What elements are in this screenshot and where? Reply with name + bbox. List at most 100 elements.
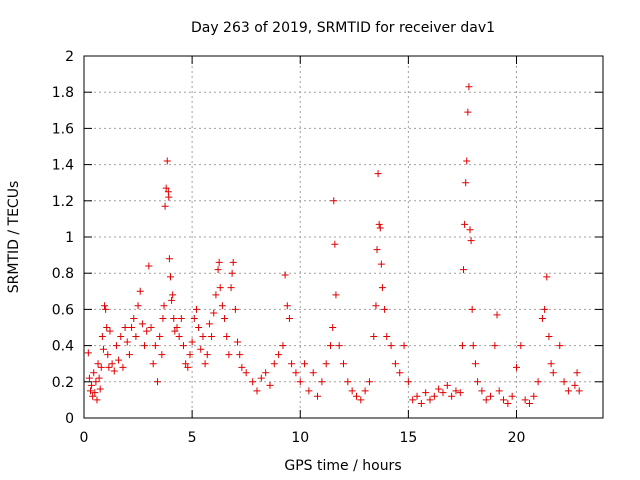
- data-point: [296, 378, 304, 386]
- data-point: [225, 351, 233, 359]
- data-point: [456, 389, 464, 397]
- data-point: [86, 387, 94, 395]
- data-point: [469, 342, 477, 350]
- data-point: [361, 387, 369, 395]
- data-point: [534, 378, 542, 386]
- data-point: [132, 333, 140, 341]
- data-point: [167, 273, 174, 281]
- data-point: [154, 378, 162, 386]
- data-point: [545, 333, 553, 341]
- data-point: [165, 193, 173, 201]
- data-point: [145, 262, 153, 270]
- data-point: [130, 314, 138, 322]
- data-point: [513, 363, 520, 371]
- data-point: [201, 360, 209, 368]
- data-point: [91, 389, 99, 397]
- data-point: [171, 327, 179, 335]
- data-point: [281, 271, 289, 279]
- data-point: [208, 333, 216, 341]
- data-point: [119, 363, 127, 371]
- x-tick-label: 0: [80, 430, 89, 446]
- data-point: [215, 258, 223, 266]
- data-point: [495, 387, 503, 395]
- data-point: [242, 369, 250, 377]
- data-point: [123, 338, 131, 346]
- data-point: [117, 333, 125, 341]
- data-point: [234, 338, 242, 346]
- data-point: [517, 342, 525, 350]
- data-point: [491, 342, 499, 350]
- data-point: [216, 284, 224, 292]
- data-point: [136, 287, 144, 295]
- data-point: [374, 170, 382, 178]
- data-point: [105, 363, 113, 371]
- data-point: [134, 302, 142, 310]
- data-point: [452, 387, 460, 395]
- data-point: [549, 369, 557, 377]
- data-point: [478, 387, 486, 395]
- data-point: [370, 333, 378, 341]
- data-point: [184, 363, 192, 371]
- data-point: [236, 351, 244, 359]
- y-tick-label: 2: [65, 49, 74, 65]
- data-point: [161, 202, 169, 210]
- data-point: [340, 360, 347, 368]
- data-point: [227, 284, 235, 292]
- data-point: [344, 378, 352, 386]
- data-point: [192, 305, 200, 313]
- data-point: [218, 302, 226, 310]
- data-point: [500, 396, 508, 404]
- data-point: [99, 345, 107, 353]
- axis-ticks: 00.20.40.60.811.21.41.61.820 5 10 15 20: [52, 49, 603, 446]
- data-point: [186, 351, 194, 359]
- data-point: [160, 302, 168, 310]
- data-point: [266, 381, 274, 389]
- data-point: [309, 369, 317, 377]
- y-tick-label: 1.4: [52, 158, 74, 174]
- data-point: [458, 342, 466, 350]
- data-point: [93, 396, 101, 404]
- data-point: [318, 378, 326, 386]
- data-point: [387, 342, 395, 350]
- data-point: [375, 220, 383, 228]
- data-point: [88, 381, 96, 389]
- data-point: [521, 396, 529, 404]
- data-point: [169, 291, 177, 299]
- data-point: [329, 324, 337, 331]
- data-point: [205, 320, 213, 328]
- data-point: [314, 392, 322, 400]
- data-point: [175, 333, 183, 341]
- data-point: [151, 342, 159, 350]
- y-tick-label: 1.6: [52, 121, 74, 137]
- x-axis-label: GPS time / hours: [284, 458, 401, 474]
- data-point: [285, 314, 293, 322]
- data-point: [530, 392, 538, 400]
- data-point: [564, 387, 572, 395]
- data-point: [94, 360, 102, 368]
- data-point: [381, 305, 389, 313]
- data-point: [435, 385, 443, 393]
- data-point: [238, 363, 246, 371]
- data-point: [270, 360, 278, 368]
- data-point: [560, 378, 568, 386]
- data-point: [165, 255, 173, 263]
- data-point: [396, 369, 404, 377]
- data-point: [482, 396, 490, 404]
- data-point: [331, 240, 339, 248]
- y-tick-label: 0.2: [52, 375, 74, 391]
- y-tick-label: 0: [65, 411, 74, 427]
- data-point: [538, 314, 546, 322]
- data-point: [430, 392, 438, 400]
- data-point: [149, 360, 157, 368]
- data-point: [376, 224, 384, 232]
- data-point: [372, 302, 380, 310]
- data-point: [357, 396, 365, 404]
- data-point: [573, 369, 581, 377]
- data-point: [95, 374, 103, 382]
- data-point: [179, 342, 187, 350]
- data-point: [173, 324, 181, 331]
- data-point: [110, 367, 118, 375]
- data-point: [106, 327, 114, 335]
- data-point: [292, 369, 300, 377]
